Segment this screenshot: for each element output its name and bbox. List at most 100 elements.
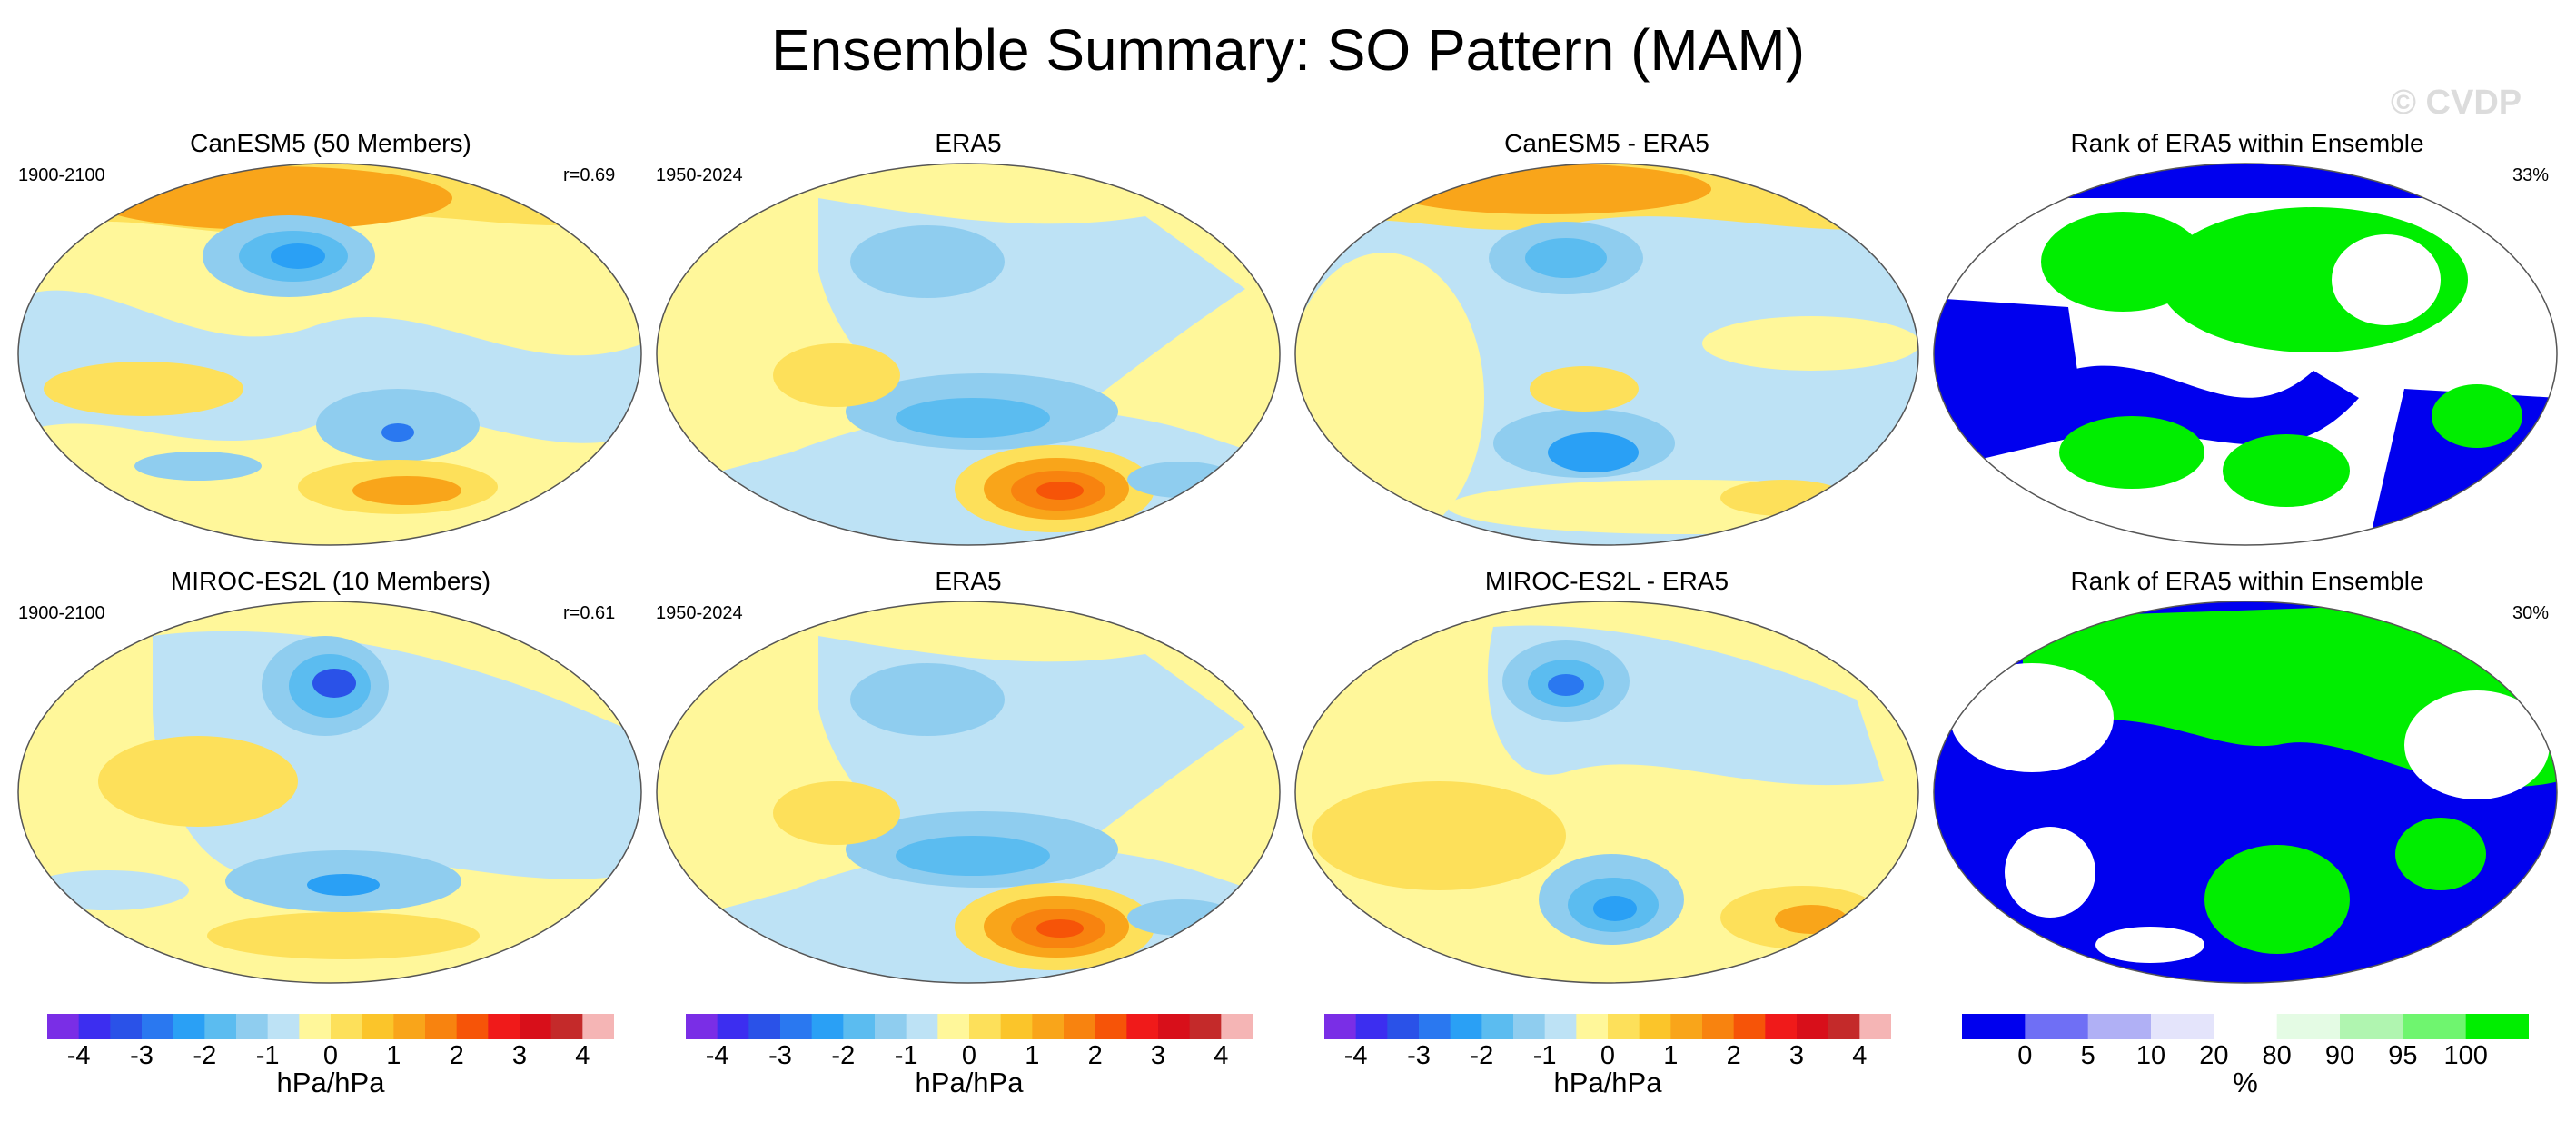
- colorbar-pattern-3: [1324, 1014, 1891, 1039]
- colorbar-swatch: [748, 1014, 781, 1039]
- map-rank-era5-2: [1933, 601, 2558, 984]
- colorbar-pattern-3-tick-label: 0: [1600, 1041, 1616, 1070]
- colorbar-swatch: [937, 1014, 970, 1039]
- colorbar-swatch: [488, 1014, 520, 1039]
- colorbar-pattern-3-tick-label: -4: [1343, 1041, 1368, 1070]
- cvdp-watermark: © CVDP: [2391, 84, 2522, 122]
- colorbar-pattern-2-tick-label: 4: [1214, 1041, 1229, 1070]
- colorbar-swatch: [1000, 1014, 1033, 1039]
- colorbar-swatch: [1576, 1014, 1609, 1039]
- colorbar-pattern-1: [47, 1014, 614, 1039]
- colorbar-pattern-2-tick-label: -3: [768, 1041, 792, 1070]
- colorbar-swatch: [1670, 1014, 1703, 1039]
- colorbar-pattern-2-tick-label: 3: [1150, 1041, 1166, 1070]
- colorbar-swatch: [520, 1014, 552, 1039]
- colorbar-pattern-3-tick-label: -1: [1532, 1041, 1557, 1070]
- map-era5-pattern-1: [656, 163, 1281, 546]
- colorbar-units-1: hPa/hPa: [276, 1067, 385, 1098]
- map-canesm5-minus-era5-1: [1294, 163, 1919, 546]
- colorbar-swatch: [1387, 1014, 1420, 1039]
- colorbar-swatch: [142, 1014, 174, 1039]
- colorbar-pattern-2-tick-label: 1: [1025, 1041, 1040, 1070]
- corr-label-model-1: r=0.69: [563, 165, 616, 185]
- colorbar-swatch: [362, 1014, 394, 1039]
- colorbar-pattern-3-tick-label: -2: [1470, 1041, 1494, 1070]
- colorbar-swatch: [1513, 1014, 1546, 1039]
- colorbar-swatch: [686, 1014, 718, 1039]
- map-rank-era5-1: [1933, 163, 2558, 546]
- colorbar-pattern-1-tick-label: -1: [255, 1041, 280, 1070]
- corr-label-model-2: r=0.61: [563, 603, 616, 623]
- colorbar-pattern-1-tick-label: -3: [130, 1041, 154, 1070]
- colorbar-rank-tick-label: 80: [2262, 1041, 2292, 1070]
- colorbar-swatch: [2025, 1014, 2089, 1039]
- map-era5-pattern-2: [656, 601, 1281, 984]
- colorbar-rank-tick-label: 95: [2388, 1041, 2418, 1070]
- colorbar-swatch: [393, 1014, 426, 1039]
- colorbar-swatch: [78, 1014, 111, 1039]
- colorbar-pattern-2-tick-label: 0: [961, 1041, 977, 1070]
- colorbar-rank-tick-label: 90: [2324, 1041, 2355, 1070]
- colorbar-swatch: [1765, 1014, 1798, 1039]
- colorbar-swatch: [331, 1014, 363, 1039]
- colorbar-swatch: [811, 1014, 844, 1039]
- colorbar-swatch: [267, 1014, 300, 1039]
- colorbar-pattern-3-tick-label: 1: [1663, 1041, 1679, 1070]
- colorbar-swatch: [1189, 1014, 1222, 1039]
- period-label-obs-1: 1950-2024: [656, 165, 743, 185]
- colorbar-swatch: [717, 1014, 749, 1039]
- colorbar-swatch: [1355, 1014, 1388, 1039]
- colorbar-pattern-1-tick-label: -4: [66, 1041, 91, 1070]
- colorbar-rank: [1962, 1014, 2529, 1039]
- colorbar-swatch: [1481, 1014, 1514, 1039]
- colorbar-pattern-2-tick-label: 2: [1087, 1041, 1103, 1070]
- colorbar-swatch: [1126, 1014, 1159, 1039]
- colorbar-pattern-1-tick-label: -2: [193, 1041, 217, 1070]
- panel-title-rank-1: Rank of ERA5 within Ensemble: [2070, 129, 2424, 157]
- panel-title-diff-1: CanESM5 - ERA5: [1504, 129, 1709, 157]
- period-label-model-2: 1900-2100: [18, 603, 105, 623]
- colorbar-pattern-2: [686, 1014, 1253, 1039]
- period-label-model-1: 1900-2100: [18, 165, 105, 185]
- colorbar-swatch: [1544, 1014, 1577, 1039]
- map-miroc-es2l-pattern: [17, 601, 642, 984]
- colorbar-swatch: [2403, 1014, 2467, 1039]
- colorbar-swatch: [1733, 1014, 1766, 1039]
- colorbar-swatch: [1859, 1014, 1891, 1039]
- colorbar-swatch: [1450, 1014, 1482, 1039]
- panel-title-obs-2: ERA5: [935, 567, 1002, 595]
- colorbar-swatch: [1032, 1014, 1065, 1039]
- panel-title-rank-2: Rank of ERA5 within Ensemble: [2070, 567, 2424, 595]
- colorbar-swatch: [875, 1014, 907, 1039]
- colorbar-pattern-3-tick-label: 2: [1726, 1041, 1741, 1070]
- colorbar-pattern-2-tick-label: -1: [894, 1041, 918, 1070]
- colorbar-rank-tick-label: 5: [2080, 1041, 2095, 1070]
- colorbar-pattern-2-tick-label: -2: [831, 1041, 856, 1070]
- colorbar-rank-tick-label: 20: [2199, 1041, 2229, 1070]
- panel-title-diff-2: MIROC-ES2L - ERA5: [1484, 567, 1729, 595]
- colorbar-swatch: [550, 1014, 583, 1039]
- map-miroc-es2l-minus-era5: [1294, 601, 1919, 984]
- colorbar-swatch: [110, 1014, 143, 1039]
- figure-title: Ensemble Summary: SO Pattern (MAM): [770, 17, 1806, 83]
- colorbar-swatch: [2087, 1014, 2152, 1039]
- colorbar-pattern-3-tick-label: 4: [1852, 1041, 1868, 1070]
- panel-title-model-1: CanESM5 (50 Members): [190, 129, 471, 157]
- colorbar-units-2: hPa/hPa: [915, 1067, 1024, 1098]
- rank-percent-2: 30%: [2512, 603, 2550, 623]
- colorbar-units-3: hPa/hPa: [1553, 1067, 1662, 1098]
- colorbar-swatch: [969, 1014, 1002, 1039]
- colorbar-swatch: [2276, 1014, 2341, 1039]
- colorbar-swatch: [1419, 1014, 1451, 1039]
- colorbar-swatch: [47, 1014, 80, 1039]
- colorbar-swatch: [843, 1014, 876, 1039]
- colorbar-pattern-1-tick-label: 4: [575, 1041, 590, 1070]
- colorbar-swatch: [1608, 1014, 1640, 1039]
- colorbar-swatch: [906, 1014, 938, 1039]
- colorbar-swatch: [1158, 1014, 1191, 1039]
- colorbar-swatch: [2340, 1014, 2403, 1039]
- colorbar-pattern-1-tick-label: 3: [511, 1041, 528, 1070]
- colorbar-swatch: [2214, 1014, 2278, 1039]
- panel-title-model-2: MIROC-ES2L (10 Members): [170, 567, 491, 595]
- colorbar-swatch: [425, 1014, 458, 1039]
